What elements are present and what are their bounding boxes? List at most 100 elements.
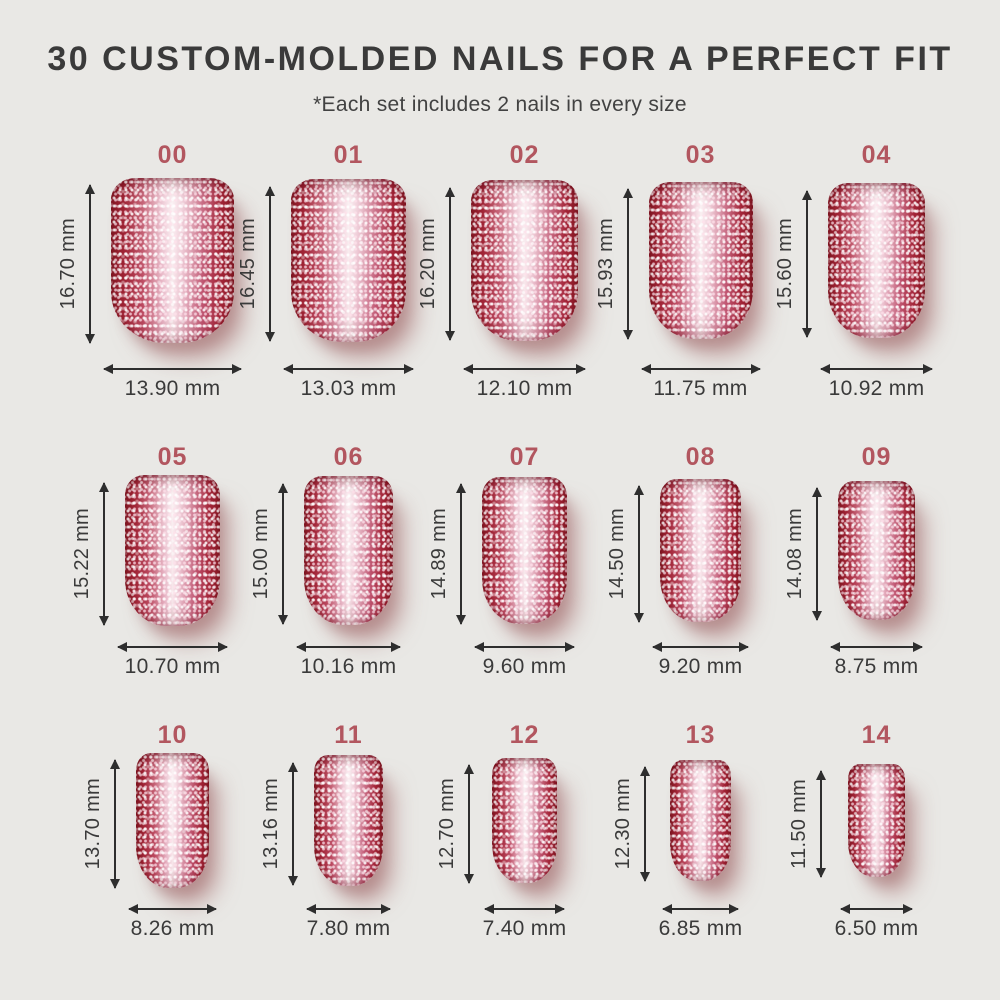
height-arrow-icon	[802, 189, 813, 339]
nail-photo-box	[828, 168, 925, 353]
width-measurement-label: 9.60 mm	[482, 655, 567, 678]
nail-stack: 03 11.75 mm	[640, 141, 761, 401]
height-measure: 15.22 mm	[69, 479, 110, 630]
nail-photo	[303, 476, 394, 625]
nail-size-cell: 13.16 mm 11 7.80 mm	[236, 723, 412, 941]
nail-size-cell: 15.22 mm 05 10.70 mm	[60, 445, 236, 679]
size-number-label: 04	[861, 141, 892, 169]
nail-photo	[670, 759, 731, 882]
nail-photo	[470, 180, 579, 341]
page-subtitle: *Each set includes 2 nails in every size	[313, 93, 687, 116]
nail-photo	[659, 478, 742, 623]
nail-stack: 00 13.90 mm	[103, 143, 242, 401]
width-measurement-label: 7.80 mm	[306, 917, 391, 940]
height-measurement-label: 16.45 mm	[236, 218, 259, 310]
nail-size-cell: 11.50 mm 14 6.50 mm	[764, 723, 940, 941]
width-arrow-icon	[820, 364, 933, 374]
nail-stack: 14 6.50 mm	[835, 723, 919, 941]
width-measurement-label: 10.92 mm	[828, 377, 925, 400]
width-arrow-icon	[295, 642, 402, 652]
width-arrow-icon	[829, 642, 924, 652]
width-arrow-icon	[651, 642, 750, 652]
nail-photo-box	[670, 748, 731, 893]
height-arrow-icon	[109, 759, 120, 889]
height-measurement-label: 16.20 mm	[416, 218, 439, 310]
nail-size-cell: 12.70 mm 12 7.40 mm	[412, 723, 588, 941]
nail-photo	[313, 755, 383, 886]
nail-photo-box	[648, 168, 753, 353]
nail-photo-box	[303, 470, 394, 631]
width-measurement-label: 13.90 mm	[124, 377, 221, 400]
height-measurement-label: 15.60 mm	[774, 218, 797, 310]
nail-photo-box	[313, 748, 383, 893]
width-arrow-icon	[640, 364, 761, 374]
nail-size-cell: 12.30 mm 13 6.85 mm	[588, 723, 764, 941]
nail-photo	[482, 476, 567, 625]
nail-stack: 04 10.92 mm	[820, 141, 933, 401]
height-measure: 15.00 mm	[248, 480, 288, 629]
height-measurement-label: 11.50 mm	[787, 779, 810, 869]
width-arrow-icon	[483, 904, 565, 914]
nail-stack: 13 6.85 mm	[659, 723, 743, 941]
width-measurement-label: 7.40 mm	[482, 917, 567, 940]
size-number-label: 11	[334, 721, 363, 749]
height-measurement-label: 13.16 mm	[259, 778, 282, 870]
width-measurement-label: 13.03 mm	[300, 377, 397, 400]
nail-stack: 02 12.10 mm	[462, 143, 587, 401]
height-arrow-icon	[633, 485, 644, 623]
height-measure: 14.50 mm	[604, 482, 644, 626]
size-number-label: 10	[157, 721, 188, 749]
size-grid: 16.70 mm 00 13.90 mm 16.45 mm 01 13.03 m…	[57, 141, 940, 941]
size-number-label: 14	[861, 721, 892, 749]
height-measure: 14.08 mm	[782, 484, 822, 623]
height-measurement-label: 14.08 mm	[783, 508, 806, 600]
size-number-label: 03	[685, 141, 716, 169]
size-number-label: 13	[685, 721, 716, 749]
width-measurement-label: 8.26 mm	[130, 917, 215, 940]
nail-photo-box	[847, 748, 906, 893]
nail-stack: 10 8.26 mm	[127, 721, 218, 941]
width-measurement-label: 9.20 mm	[658, 655, 743, 678]
height-arrow-icon	[85, 184, 95, 344]
nail-photo-box	[659, 470, 742, 631]
nail-photo	[837, 480, 916, 621]
height-arrow-icon	[811, 487, 822, 622]
width-arrow-icon	[127, 904, 218, 914]
height-measure: 14.89 mm	[426, 480, 466, 627]
nail-photo-box	[125, 470, 220, 631]
nail-stack: 11 7.80 mm	[305, 721, 391, 941]
height-measurement-label: 15.93 mm	[594, 218, 617, 310]
nail-size-cell: 14.50 mm 08 9.20 mm	[588, 445, 764, 679]
height-arrow-icon	[264, 185, 275, 343]
height-measure: 15.60 mm	[772, 187, 813, 341]
width-arrow-icon	[662, 904, 739, 914]
size-number-label: 08	[685, 443, 716, 471]
nail-stack: 07 9.60 mm	[474, 443, 575, 679]
nail-photo-box	[491, 748, 558, 893]
nail-photo	[111, 177, 234, 344]
width-measurement-label: 6.85 mm	[658, 917, 743, 940]
nail-photo-box	[135, 748, 210, 893]
nail-photo	[290, 179, 407, 342]
nail-stack: 08 9.20 mm	[651, 443, 750, 679]
height-arrow-icon	[444, 186, 455, 342]
nail-size-cell: 15.00 mm 06 10.16 mm	[236, 445, 412, 679]
nail-photo	[828, 183, 925, 338]
nail-photo-box	[470, 168, 579, 353]
height-measurement-label: 13.70 mm	[81, 778, 104, 870]
nail-photo-box	[290, 168, 407, 353]
height-arrow-icon	[639, 766, 650, 882]
nail-photo	[135, 752, 210, 889]
width-measurement-label: 10.16 mm	[300, 655, 397, 678]
nail-size-cell: 16.70 mm 00 13.90 mm	[57, 143, 242, 401]
height-measure: 13.16 mm	[258, 759, 298, 889]
nail-photo-box	[482, 470, 567, 631]
width-measurement-label: 10.70 mm	[124, 655, 221, 678]
width-arrow-icon	[305, 904, 391, 914]
size-number-label: 07	[509, 443, 540, 471]
width-arrow-icon	[282, 364, 415, 374]
size-number-label: 01	[333, 141, 364, 169]
nail-photo	[125, 475, 220, 626]
height-arrow-icon	[815, 770, 826, 878]
